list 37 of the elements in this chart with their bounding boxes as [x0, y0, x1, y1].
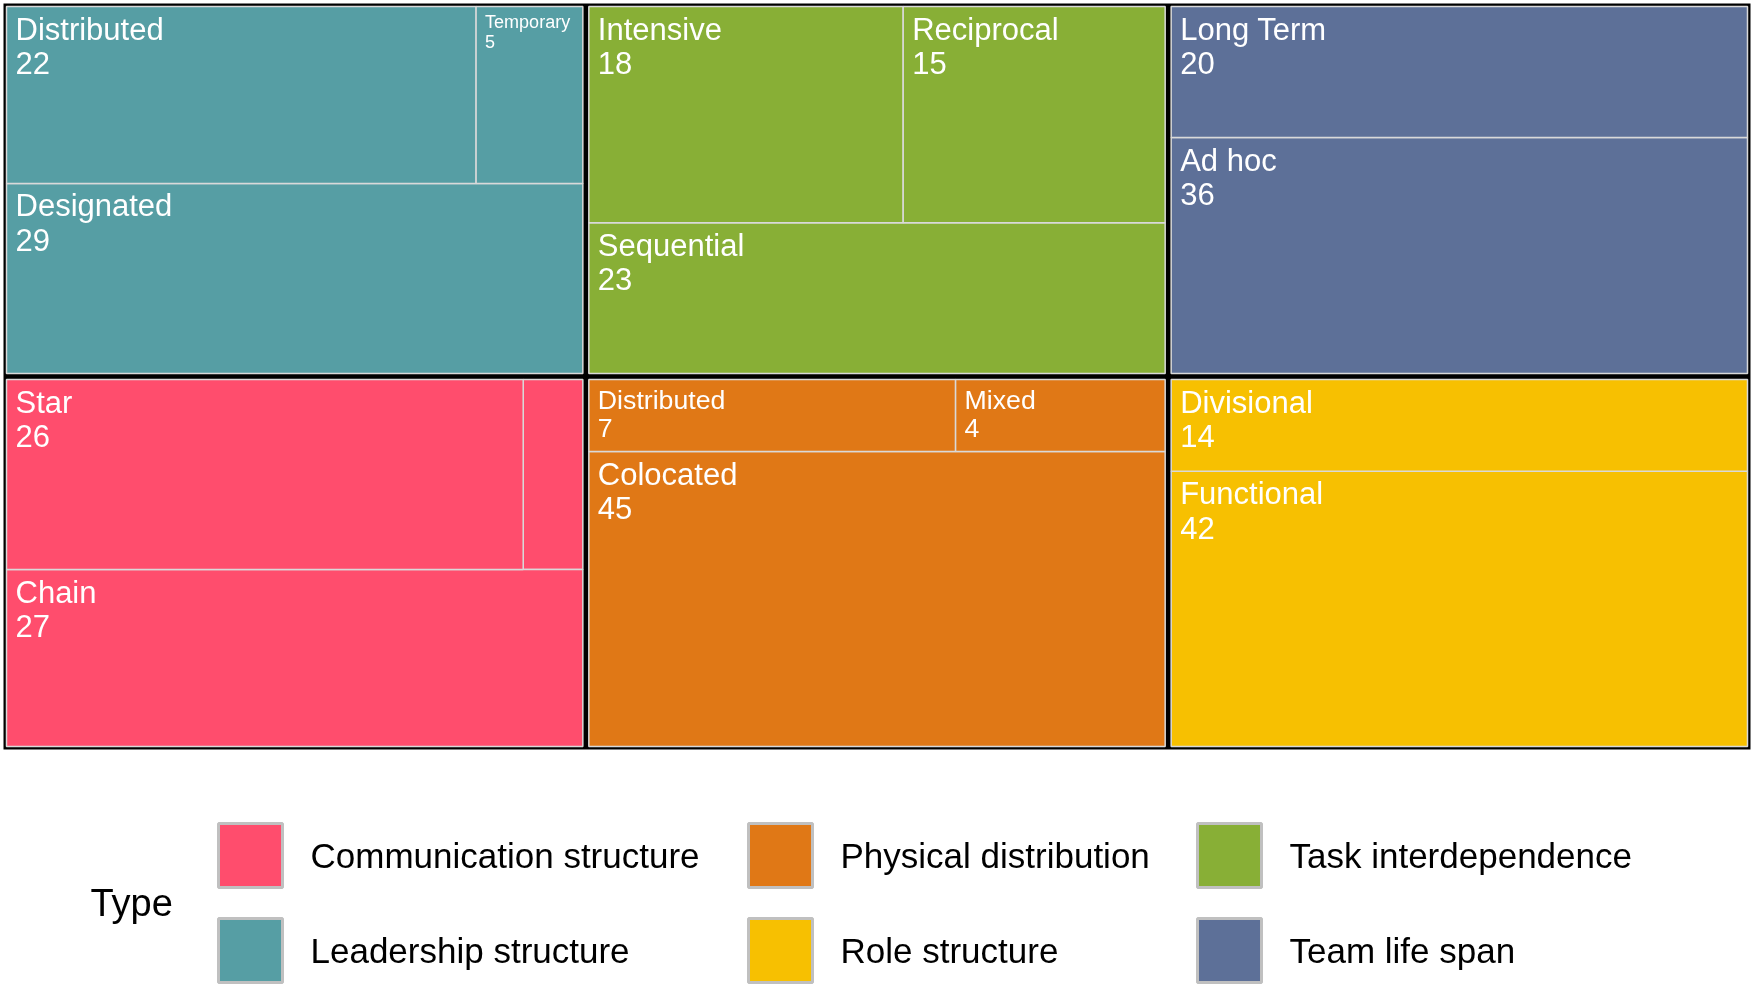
- data-label: 42: [1180, 510, 1215, 546]
- data-label: 15: [912, 45, 947, 81]
- data-label: 18: [597, 45, 633, 81]
- category-label: Ad hoc: [1180, 142, 1277, 178]
- category-label: Divisional: [1180, 384, 1313, 420]
- data-label: 5: [485, 31, 496, 52]
- category-label: Functional: [1180, 476, 1324, 512]
- category-label: Colocated: [597, 456, 738, 492]
- legend-label: Task interdependence: [1289, 836, 1632, 875]
- data-label: 23: [597, 262, 633, 298]
- legend-label: Physical distribution: [840, 836, 1150, 875]
- data-label: 20: [1180, 45, 1215, 81]
- category-label: Star: [15, 384, 73, 420]
- category-label: Designated: [15, 188, 173, 224]
- data-label: 29: [15, 222, 50, 258]
- legend-label: Team life span: [1289, 931, 1516, 970]
- data-label: 7: [597, 413, 613, 444]
- category-label: Reciprocal: [912, 11, 1059, 47]
- data-label: 22: [15, 45, 50, 81]
- legend-label: Role structure: [840, 931, 1059, 970]
- category-label: Mixed: [964, 384, 1036, 415]
- category-label: Distributed: [15, 11, 164, 47]
- category-label: Intensive: [597, 11, 722, 47]
- data-label: 26: [15, 418, 50, 454]
- category-label: Chain: [15, 574, 97, 610]
- data-label: 4: [964, 413, 980, 444]
- data-label: 45: [597, 490, 633, 526]
- legend-label: Communication structure: [310, 836, 700, 875]
- category-label: Sequential: [597, 227, 745, 263]
- data-label: 27: [15, 608, 50, 644]
- legend-label: Leadership structure: [310, 931, 630, 970]
- data-label: 14: [1180, 418, 1215, 454]
- category-label: Distributed: [597, 384, 726, 415]
- category-label: Long Term: [1180, 11, 1327, 47]
- data-label: 36: [1180, 176, 1215, 212]
- category-label: Temporary: [485, 11, 571, 32]
- legend-title: Type: [90, 881, 173, 924]
